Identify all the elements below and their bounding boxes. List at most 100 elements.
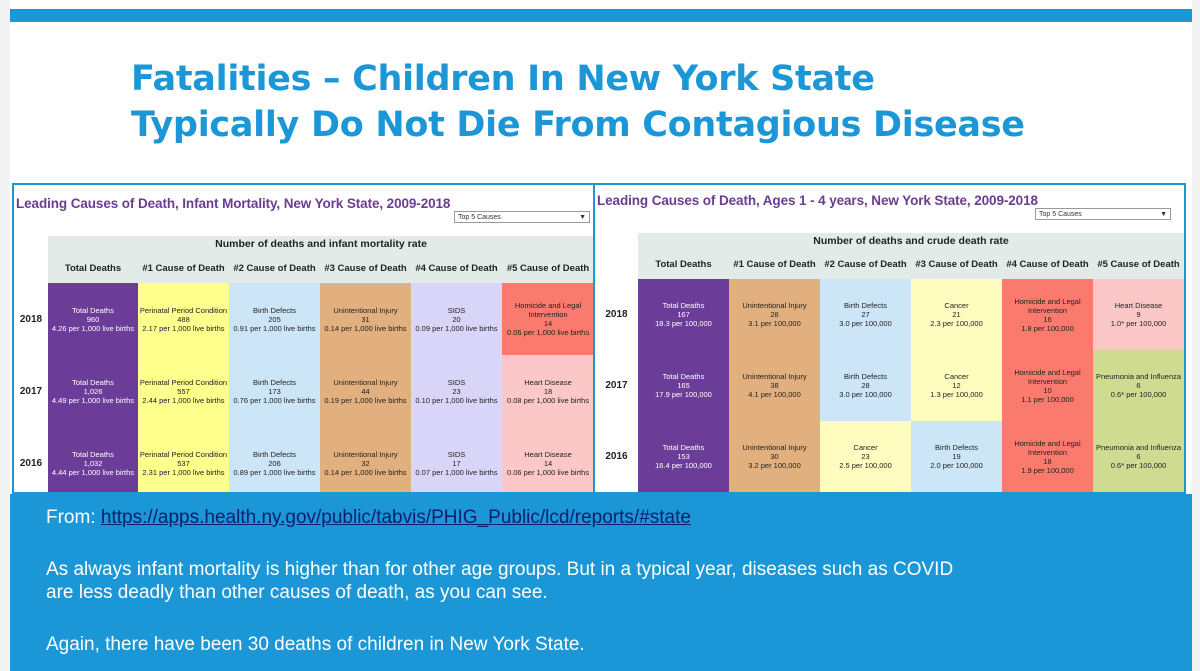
total-deaths-cell: Total Deaths 1,026 4.49 per 1,000 live bir… — [48, 355, 138, 427]
death-count: 18 — [543, 386, 553, 396]
death-count: 21 — [952, 310, 961, 319]
cause-cell: Unintentional Injury 44 0.19 per 1,000 liv… — [320, 355, 411, 427]
death-rate: 1.0* per 100,000 — [1110, 319, 1167, 328]
death-count: 16 — [1043, 314, 1052, 324]
death-count: 44 — [361, 386, 370, 396]
cause-name: Pneumonia and Influenza — [1095, 372, 1182, 381]
death-rate: 2.5 per 100,000 — [839, 461, 892, 470]
ages-select-value: Top 5 Causes — [1039, 211, 1082, 218]
cause-name: Total Deaths — [662, 443, 705, 452]
death-rate: 3.2 per 100,000 — [748, 461, 801, 470]
ages-super-header: Number of deaths and crude death rate — [638, 233, 1184, 250]
death-rate: 0.09 per 1,000 live births — [415, 323, 498, 333]
cause-name: Unintentional Injury — [742, 443, 807, 452]
death-count: 153 — [677, 452, 690, 461]
cause-name: Birth Defects — [935, 443, 978, 452]
table-row: 2016 Total Deaths 153 16.4 per 100,000 Unint… — [595, 421, 1184, 492]
death-count: 17 — [452, 458, 461, 468]
total-deaths-cell: Total Deaths 167 18.3 per 100,000 — [638, 279, 729, 350]
total-deaths-cell: Total Deaths 165 17.9 per 100,000 — [638, 350, 729, 421]
cause-cell: Unintentional Injury 32 0.14 per 1,000 liv… — [320, 427, 411, 492]
death-rate: 0.06 per 1,000 live births — [506, 467, 590, 477]
death-rate: 2.44 per 1,000 live births — [142, 395, 225, 405]
header-cause-1: #1 Cause of Death — [729, 250, 820, 279]
cause-name: Unintentional Injury — [742, 301, 807, 310]
cause-name: Unintentional Injury — [333, 305, 398, 315]
header-cause-2: #2 Cause of Death — [820, 250, 911, 279]
slide-title: Fatalities – Children In New York State … — [131, 56, 1131, 148]
death-count: 30 — [770, 452, 779, 461]
death-count: 165 — [677, 381, 690, 390]
table-row: 2018 Total Deaths 960 4.26 per 1,000 live b… — [14, 283, 593, 355]
cause-name: Total Deaths — [662, 372, 705, 381]
row-year-label: 2017 — [605, 380, 628, 391]
corner-cell — [14, 253, 48, 283]
cause-cell: Cancer 21 2.3 per 100,000 — [911, 279, 1002, 350]
note-paragraph-1-line-1: As always infant mortality is higher tha… — [46, 559, 954, 580]
infant-top-causes-select[interactable]: Top 5 Causes ▼ — [454, 211, 590, 223]
cause-name: Cancer — [944, 301, 969, 310]
death-rate: 0.6* per 100,000 — [1110, 390, 1167, 399]
death-rate: 4.49 per 1,000 live births — [51, 395, 135, 405]
cause-cell: Birth Defects 19 2.0 per 100,000 — [911, 421, 1002, 492]
cause-name: Unintentional Injury — [333, 377, 398, 387]
death-rate: 3.0 per 100,000 — [839, 390, 892, 399]
source-label: From: — [46, 507, 101, 528]
cause-name: Homicide and Legal Intervention — [514, 301, 582, 319]
slide: Fatalities – Children In New York State … — [10, 0, 1192, 671]
death-rate: 0.10 per 1,000 live births — [415, 395, 498, 405]
cause-name: Birth Defects — [844, 372, 887, 381]
ages-table: Number of deaths and crude death rate To… — [595, 233, 1184, 492]
cause-name: Heart Disease — [1114, 301, 1163, 310]
cause-name: Perinatal Period Condition — [139, 377, 228, 387]
death-count: 38 — [770, 381, 779, 390]
death-count: 167 — [677, 310, 690, 319]
cause-cell: Unintentional Injury 31 0.14 per 1,000 liv… — [320, 283, 411, 355]
death-count: 1,032 — [83, 458, 103, 468]
death-rate: 2.31 per 1,000 live births — [142, 467, 225, 477]
cause-cell: SIDS 23 0.10 per 1,000 live births — [411, 355, 502, 427]
corner-cell — [595, 250, 638, 279]
cause-cell: Heart Disease 14 0.06 per 1,000 live birth… — [502, 427, 593, 492]
cause-cell: SIDS 20 0.09 per 1,000 live births — [411, 283, 502, 355]
death-count: 6 — [1136, 381, 1141, 390]
infant-select-value: Top 5 Causes — [458, 214, 501, 221]
ages-1-4-panel: Leading Causes of Death, Ages 1 - 4 year… — [594, 183, 1186, 494]
source-link[interactable]: https://apps.health.ny.gov/public/tabvis… — [100, 507, 691, 528]
ages-top-causes-select[interactable]: Top 5 Causes ▼ — [1035, 208, 1171, 220]
cause-cell: Birth Defects 28 3.0 per 100,000 — [820, 350, 911, 421]
cause-cell: Homicide and Legal Intervention 10 1.1 per… — [1002, 350, 1093, 421]
death-rate: 1.1 per 100,000 — [1021, 394, 1074, 404]
cause-name: Unintentional Injury — [742, 372, 807, 381]
death-count: 18 — [1043, 456, 1052, 466]
note-paragraph-1-line-2: are less deadly than other causes of dea… — [46, 582, 548, 603]
death-rate: 2.0 per 100,000 — [930, 461, 983, 470]
cause-name: Total Deaths — [72, 305, 114, 315]
cause-name: Homicide and Legal Intervention — [1014, 438, 1081, 457]
cause-cell: Heart Disease 9 1.0* per 100,000 — [1093, 279, 1184, 350]
death-count: 31 — [361, 314, 370, 324]
infant-super-header: Number of deaths and infant mortality ra… — [48, 236, 593, 253]
death-count: 206 — [268, 458, 281, 468]
cause-cell: Homicide and Legal Intervention 16 1.8 per… — [1002, 279, 1093, 350]
infant-table: Number of deaths and infant mortality ra… — [14, 236, 593, 492]
cause-name: Cancer — [853, 443, 878, 452]
chevron-down-icon: ▼ — [579, 214, 586, 221]
header-cause-2: #2 Cause of Death — [229, 253, 320, 283]
death-count: 205 — [268, 314, 281, 324]
death-rate: 0.07 per 1,000 live births — [415, 467, 498, 477]
title-line-1: Fatalities – Children In New York State — [131, 59, 875, 99]
cause-name: Total Deaths — [72, 449, 114, 459]
death-rate: 4.1 per 100,000 — [748, 390, 801, 399]
death-count: 10 — [1043, 385, 1052, 395]
corner-cell — [595, 233, 638, 250]
death-rate: 16.4 per 100,000 — [655, 461, 712, 470]
death-rate: 4.26 per 1,000 live births — [51, 323, 135, 333]
death-count: 960 — [86, 314, 100, 324]
death-rate: 0.6* per 100,000 — [1110, 461, 1167, 470]
cause-name: SIDS — [447, 377, 466, 387]
row-year-label: 2017 — [19, 385, 43, 397]
cause-name: Birth Defects — [253, 449, 296, 459]
infant-mortality-panel: Leading Causes of Death, Infant Mortalit… — [12, 183, 594, 494]
header-total-deaths: Total Deaths — [48, 253, 138, 283]
